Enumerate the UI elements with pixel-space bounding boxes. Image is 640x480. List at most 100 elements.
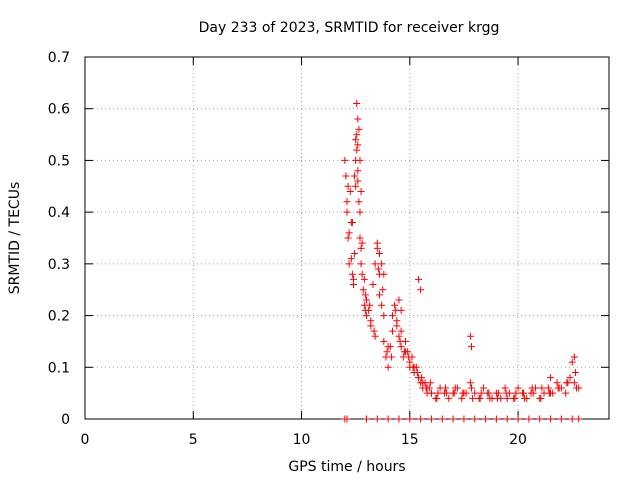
data-point — [557, 415, 565, 423]
data-point — [351, 250, 359, 258]
data-point — [396, 337, 404, 345]
data-point — [384, 363, 392, 371]
data-point — [562, 389, 570, 397]
y-axis-label: SRMTID / TECUs — [7, 182, 23, 295]
data-point — [547, 374, 555, 382]
data-point — [349, 275, 357, 283]
data-point — [400, 348, 408, 356]
data-point — [356, 234, 364, 242]
data-point — [434, 389, 442, 397]
data-point — [397, 327, 405, 335]
data-point — [414, 275, 422, 283]
data-point — [458, 394, 466, 402]
data-point — [353, 131, 361, 139]
grid-layer — [85, 57, 609, 419]
data-point — [384, 343, 392, 351]
x-tick-label: 15 — [401, 432, 419, 448]
data-point — [433, 394, 441, 402]
data-point — [406, 358, 414, 366]
data-point — [575, 415, 583, 423]
data-point — [438, 415, 446, 423]
data-point — [409, 363, 417, 371]
data-point — [427, 415, 435, 423]
data-point — [397, 343, 405, 351]
data-point — [471, 389, 479, 397]
data-point — [387, 353, 395, 361]
data-point — [344, 234, 352, 242]
data-point — [391, 301, 399, 309]
data-point — [568, 358, 576, 366]
data-point — [355, 198, 363, 206]
data-point — [353, 146, 361, 154]
data-point — [485, 389, 493, 397]
data-point — [466, 332, 474, 340]
data-point — [563, 379, 571, 387]
data-point — [460, 415, 468, 423]
data-point — [348, 270, 356, 278]
data-point — [367, 317, 375, 325]
data-point — [351, 172, 359, 180]
data-point — [479, 384, 487, 392]
data-point — [380, 312, 388, 320]
y-tick-label: 0.2 — [48, 309, 70, 325]
data-point — [348, 218, 356, 226]
data-point — [451, 384, 459, 392]
y-tick-label: 0.6 — [48, 102, 70, 118]
data-point — [375, 291, 383, 299]
x-tick-label: 10 — [293, 432, 311, 448]
data-point — [388, 327, 396, 335]
data-point — [501, 384, 509, 392]
y-tick-label: 0.3 — [48, 257, 70, 273]
data-point — [492, 415, 500, 423]
data-point — [442, 384, 450, 392]
data-point — [570, 353, 578, 361]
data-point — [378, 260, 386, 268]
data-point — [378, 301, 386, 309]
data-point — [383, 348, 391, 356]
data-point — [360, 275, 368, 283]
data-point — [466, 379, 474, 387]
data-point — [355, 125, 363, 133]
data-point — [544, 384, 552, 392]
data-point — [554, 384, 562, 392]
data-point — [354, 177, 362, 185]
data-point — [406, 415, 414, 423]
data-point — [468, 384, 476, 392]
chart-title: Day 233 of 2023, SRMTID for receiver krg… — [199, 20, 500, 36]
data-point — [352, 182, 360, 190]
data-point — [395, 296, 403, 304]
data-point — [380, 337, 388, 345]
data-point — [370, 327, 378, 335]
data-point — [422, 384, 430, 392]
data-point — [362, 415, 370, 423]
data-point — [427, 389, 435, 397]
data-point — [417, 415, 425, 423]
data-point — [397, 306, 405, 314]
data-point — [358, 270, 366, 278]
data-point — [354, 115, 362, 123]
data-point — [469, 394, 477, 402]
data-point — [417, 286, 425, 294]
data-point — [341, 156, 349, 164]
y-tick-label: 0.7 — [48, 50, 70, 66]
ticks-layer: 0 0.1 0.2 0.3 0.4 0.5 0.6 0.7 0 5 10 15 20 — [48, 50, 609, 448]
data-point — [450, 389, 458, 397]
data-point — [503, 415, 511, 423]
data-point — [345, 260, 353, 268]
data-point — [573, 384, 581, 392]
data-point — [354, 167, 362, 175]
data-point — [371, 332, 379, 340]
data-point — [342, 172, 350, 180]
y-tick-label: 0.1 — [48, 360, 70, 376]
data-point — [388, 312, 396, 320]
data-point — [343, 208, 351, 216]
data-point — [380, 270, 388, 278]
data-point — [514, 415, 522, 423]
y-tick-label: 0 — [61, 412, 70, 428]
data-point — [354, 141, 362, 149]
data-point — [477, 389, 485, 397]
data-point — [358, 239, 366, 247]
data-point — [353, 100, 361, 108]
data-point — [357, 187, 365, 195]
data-point — [566, 374, 574, 382]
